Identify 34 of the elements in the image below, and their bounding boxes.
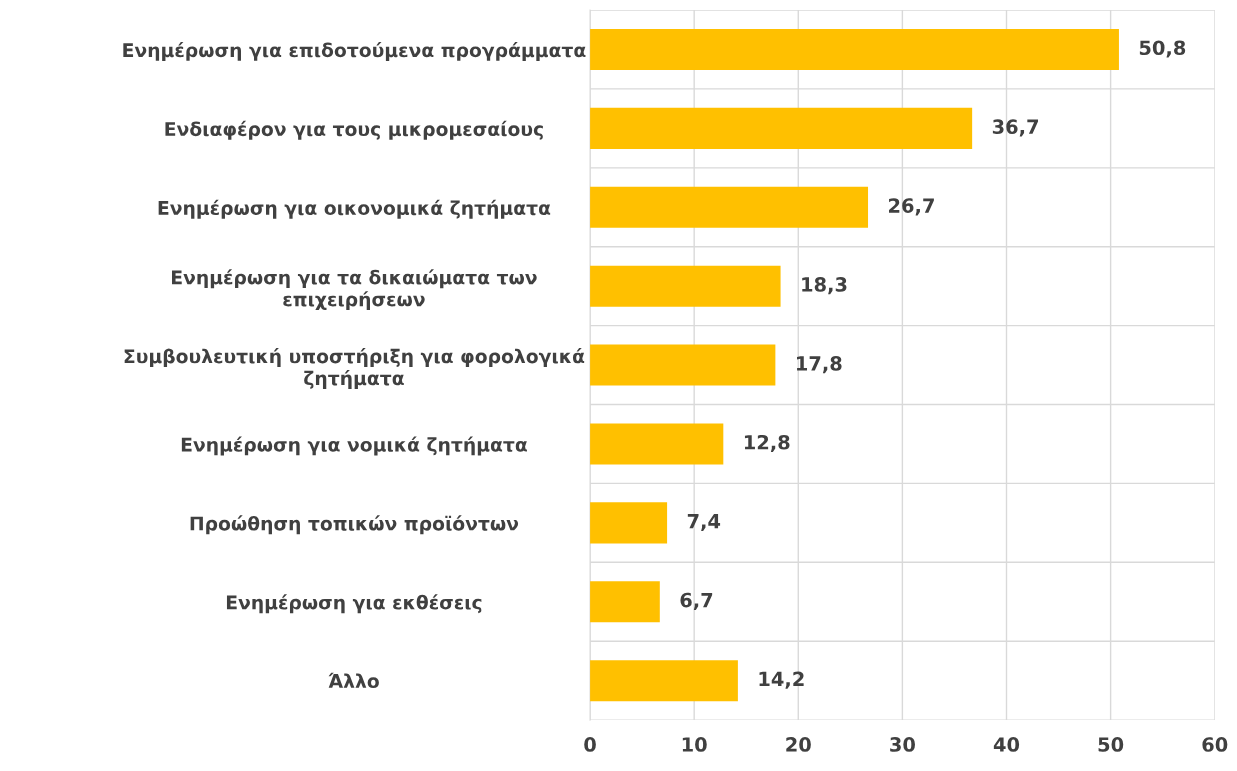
y-tick-label: Ενημέρωση για οικονομικά ζητήματα <box>158 199 551 219</box>
y-tick-label: Προώθηση τοπικών προϊόντων <box>190 515 519 535</box>
bar <box>590 186 869 228</box>
bar <box>590 28 1119 70</box>
x-tick-label: 20 <box>786 737 811 752</box>
y-tick-label: Ενδιαφέρον για τους μικρομεσαίους <box>165 120 543 140</box>
bar <box>590 107 973 149</box>
data-label: 14,2 <box>759 671 804 689</box>
x-tick-label: 30 <box>890 737 915 752</box>
data-label: 6,7 <box>680 592 713 610</box>
y-tick-label: Ενημέρωση για επιδοτούμενα προγράμματα <box>123 41 586 61</box>
data-label: 36,7 <box>992 119 1039 137</box>
bar <box>590 581 660 623</box>
data-label: 26,7 <box>889 198 934 216</box>
y-tick-label: Ενημέρωση για τα δικαιώματα των επιχειρήσεων <box>172 269 537 311</box>
x-tick-label: 60 <box>1202 737 1228 752</box>
y-tick-label: Ενημέρωση για νομικά ζητήματα <box>181 436 527 456</box>
data-label: 18,3 <box>802 277 847 295</box>
bar <box>590 502 668 544</box>
x-tick-label: 40 <box>993 737 1020 752</box>
y-tick-label: Συμβουλευτική υποστήριξη για φορολογικά ζητήματα <box>124 348 585 389</box>
x-tick-label: 10 <box>682 737 707 752</box>
y-tick-label: Ενημέρωση για εκθέσεις <box>226 594 482 614</box>
x-tick-label: 50 <box>1098 737 1124 752</box>
data-label: 50,8 <box>1139 40 1186 58</box>
bar <box>590 265 781 307</box>
bar <box>590 660 738 702</box>
y-tick-label: Άλλο <box>328 672 379 689</box>
data-label: 12,8 <box>744 434 790 453</box>
x-tick-label: 0 <box>584 737 596 752</box>
data-label: 7,4 <box>687 514 721 531</box>
data-label: 17,8 <box>797 356 842 374</box>
bar <box>590 344 776 386</box>
bar <box>590 423 724 465</box>
